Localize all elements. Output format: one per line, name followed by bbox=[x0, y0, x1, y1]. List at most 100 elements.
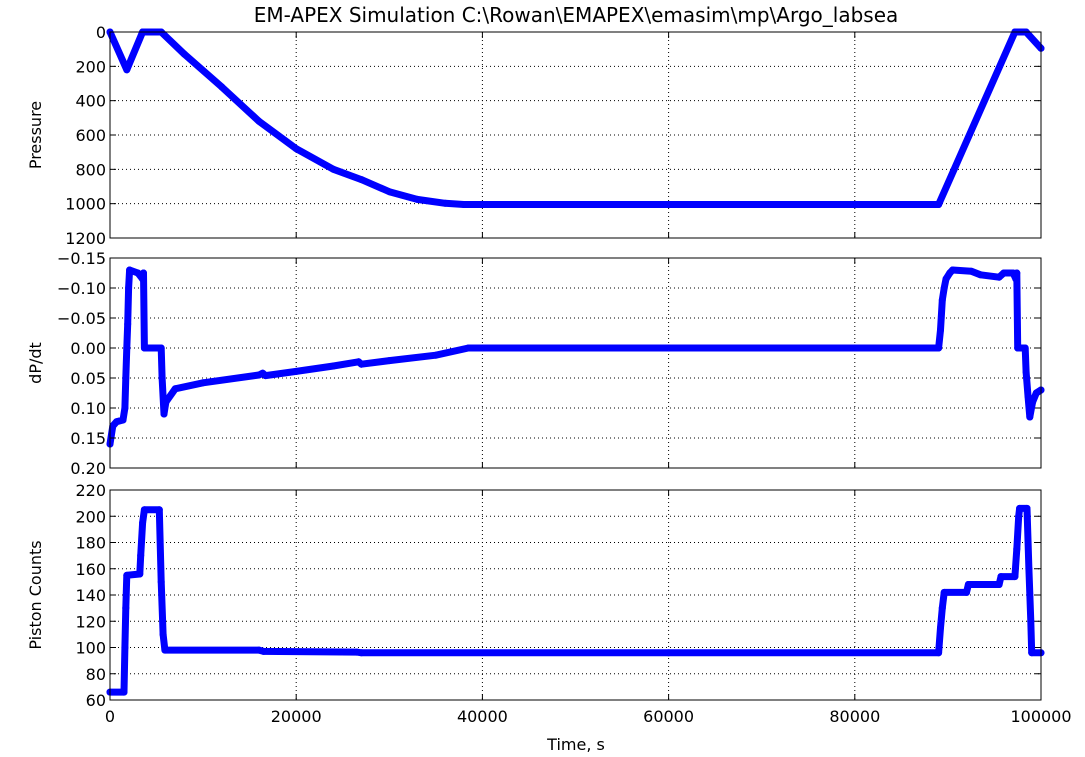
piston-counts-y-axis-label: Piston Counts bbox=[26, 540, 45, 649]
piston-counts-data-point bbox=[1011, 573, 1019, 581]
dpdt-data-point bbox=[1021, 344, 1029, 352]
pressure-data-point bbox=[441, 199, 449, 207]
dpdt-data-point bbox=[1000, 269, 1008, 277]
pressure-data-point bbox=[292, 145, 300, 153]
pressure-y-tick-label: 600 bbox=[75, 126, 106, 145]
dpdt-data-point bbox=[1014, 344, 1022, 352]
dpdt-data-point bbox=[140, 269, 147, 277]
dpdt-data-point bbox=[977, 271, 984, 279]
dpdt-data-point bbox=[967, 267, 975, 275]
piston-counts-data-point bbox=[997, 573, 1005, 581]
dpdt-data-point bbox=[157, 344, 165, 352]
dpdt-data-point bbox=[1012, 275, 1020, 283]
piston-counts-data-point bbox=[357, 649, 365, 657]
pressure-data-point bbox=[460, 201, 468, 208]
piston-counts-y-tick-label: 160 bbox=[75, 560, 106, 579]
dpdt-data-point bbox=[937, 326, 944, 334]
piston-counts-data-point bbox=[1015, 512, 1023, 520]
dpdt-data-point bbox=[126, 266, 134, 274]
figure-title: EM-APEX Simulation C:\Rowan\EMAPEX\emasi… bbox=[254, 3, 899, 27]
piston-counts-panel: 60 80 100 120 140 160 180 200 220 0 20000 40000 6000… bbox=[26, 481, 1072, 726]
pressure-y-axis-label: Pressure bbox=[26, 101, 45, 169]
piston-counts-data-point bbox=[1013, 545, 1021, 553]
piston-counts-data-point bbox=[1028, 649, 1036, 657]
piston-counts-data-point bbox=[123, 571, 131, 579]
piston-counts-y-tick-label: 200 bbox=[75, 507, 106, 526]
pressure-y-tick-label: 400 bbox=[75, 92, 106, 111]
pressure-y-tick-label: 0 bbox=[96, 23, 106, 42]
dpdt-data-point bbox=[199, 379, 207, 387]
pressure-data-point bbox=[329, 165, 337, 173]
piston-counts-data-point bbox=[1023, 504, 1031, 512]
piston-counts-data-point bbox=[963, 588, 970, 596]
piston-counts-x-tick-label: 0 bbox=[105, 707, 115, 726]
subplots: 020040060080010001200Pressure−0.15−0.10−… bbox=[26, 23, 1072, 726]
dpdt-y-tick-label: −0.15 bbox=[57, 249, 106, 268]
piston-counts-data-point bbox=[155, 506, 163, 514]
dpdt-data-point bbox=[851, 344, 859, 352]
dpdt-data-point bbox=[935, 344, 943, 352]
dpdt-data-point bbox=[262, 372, 269, 380]
dpdt-y-tick-label: 0.05 bbox=[70, 369, 106, 388]
dpdt-data-point bbox=[134, 269, 142, 277]
piston-counts-data-point bbox=[937, 624, 944, 632]
piston-counts-x-tick-label: 40000 bbox=[457, 707, 508, 726]
dpdt-data-point bbox=[121, 404, 129, 412]
piston-counts-x-tick-label: 100000 bbox=[1010, 707, 1071, 726]
pressure-data-point bbox=[357, 176, 365, 184]
piston-counts-y-tick-label: 100 bbox=[75, 639, 106, 658]
dpdt-data-point bbox=[140, 344, 148, 352]
dpdt-data-point bbox=[158, 374, 166, 382]
dpdt-data-point bbox=[124, 320, 132, 328]
dpdt-data-point bbox=[119, 416, 127, 424]
pressure-data-point bbox=[665, 201, 673, 208]
dpdt-data-point bbox=[665, 344, 673, 352]
pressure-data-point bbox=[218, 83, 226, 91]
dpdt-data-point bbox=[942, 275, 950, 283]
dpdt-data-point bbox=[938, 296, 946, 304]
pressure-data-point bbox=[181, 50, 188, 58]
dpdt-y-tick-label: 0.00 bbox=[70, 339, 106, 358]
dpdt-panel: −0.15 −0.10 −0.05 0.00 0.05 0.10 0.15 0.20 dP/dt bbox=[26, 249, 1045, 478]
dpdt-data-point bbox=[1022, 368, 1030, 376]
piston-counts-y-tick-label: 180 bbox=[75, 534, 106, 553]
dpdt-y-axis-label: dP/dt bbox=[26, 342, 45, 384]
piston-counts-data-point bbox=[995, 581, 1003, 588]
piston-counts-data-point bbox=[260, 647, 268, 655]
piston-counts-data-point bbox=[139, 519, 147, 527]
dpdt-data-point bbox=[329, 362, 337, 370]
piston-counts-data-point bbox=[122, 604, 130, 612]
piston-counts-data-point bbox=[665, 649, 673, 657]
piston-counts-data-point bbox=[137, 552, 145, 560]
dpdt-data-point bbox=[1029, 398, 1037, 406]
piston-counts-x-tick-label: 60000 bbox=[643, 707, 694, 726]
dpdt-data-point bbox=[162, 398, 170, 406]
dpdt-data-point bbox=[940, 284, 948, 292]
dpdt-y-tick-label: 0.15 bbox=[70, 429, 106, 448]
piston-counts-y-tick-label: 220 bbox=[75, 481, 106, 500]
dpdt-y-tick-label: −0.10 bbox=[57, 279, 106, 298]
dpdt-y-tick-label: 0.20 bbox=[70, 459, 106, 478]
piston-counts-data-point bbox=[1016, 504, 1024, 512]
x-axis-label: Time, s bbox=[546, 735, 605, 754]
piston-counts-data-point bbox=[136, 570, 144, 578]
pressure-data-point bbox=[123, 66, 131, 74]
pressure-series-line bbox=[106, 28, 1045, 208]
piston-counts-data-point bbox=[120, 688, 128, 696]
dpdt-data-point bbox=[357, 360, 365, 368]
dpdt-data-point bbox=[1013, 269, 1021, 277]
pressure-data-point bbox=[385, 188, 393, 196]
dpdt-data-point bbox=[1026, 413, 1034, 421]
dpdt-data-point bbox=[160, 410, 168, 418]
pressure-y-tick-label: 1200 bbox=[65, 229, 106, 248]
piston-counts-data-point bbox=[159, 630, 167, 638]
dpdt-data-point bbox=[292, 367, 300, 375]
dpdt-data-point bbox=[385, 357, 393, 365]
piston-counts-y-tick-label: 140 bbox=[75, 586, 106, 605]
dpdt-data-point bbox=[122, 374, 130, 382]
pressure-y-tick-label: 800 bbox=[75, 160, 106, 179]
dpdt-y-tick-label: 0.10 bbox=[70, 399, 106, 418]
piston-counts-x-tick-label: 80000 bbox=[829, 707, 880, 726]
dpdt-data-point bbox=[995, 273, 1003, 281]
